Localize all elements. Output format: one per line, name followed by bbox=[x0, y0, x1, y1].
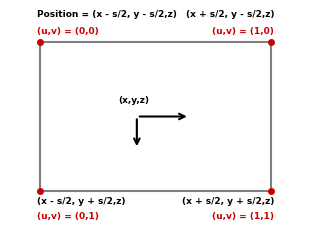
Text: (u,v) = (1,1): (u,v) = (1,1) bbox=[212, 212, 274, 222]
Text: (u,v) = (0,1): (u,v) = (0,1) bbox=[37, 212, 99, 222]
Text: Position = (x - s/2, y - s/2,z): Position = (x - s/2, y - s/2,z) bbox=[37, 10, 177, 19]
Text: (x,y,z): (x,y,z) bbox=[118, 96, 149, 105]
Text: (u,v) = (0,0): (u,v) = (0,0) bbox=[37, 27, 99, 36]
Text: (x - s/2, y + s/2,z): (x - s/2, y + s/2,z) bbox=[37, 197, 125, 206]
Text: (u,v) = (1,0): (u,v) = (1,0) bbox=[212, 27, 274, 36]
Text: (x + s/2, y - s/2,z): (x + s/2, y - s/2,z) bbox=[186, 10, 274, 19]
Text: (x + s/2, y + s/2,z): (x + s/2, y + s/2,z) bbox=[182, 197, 274, 206]
